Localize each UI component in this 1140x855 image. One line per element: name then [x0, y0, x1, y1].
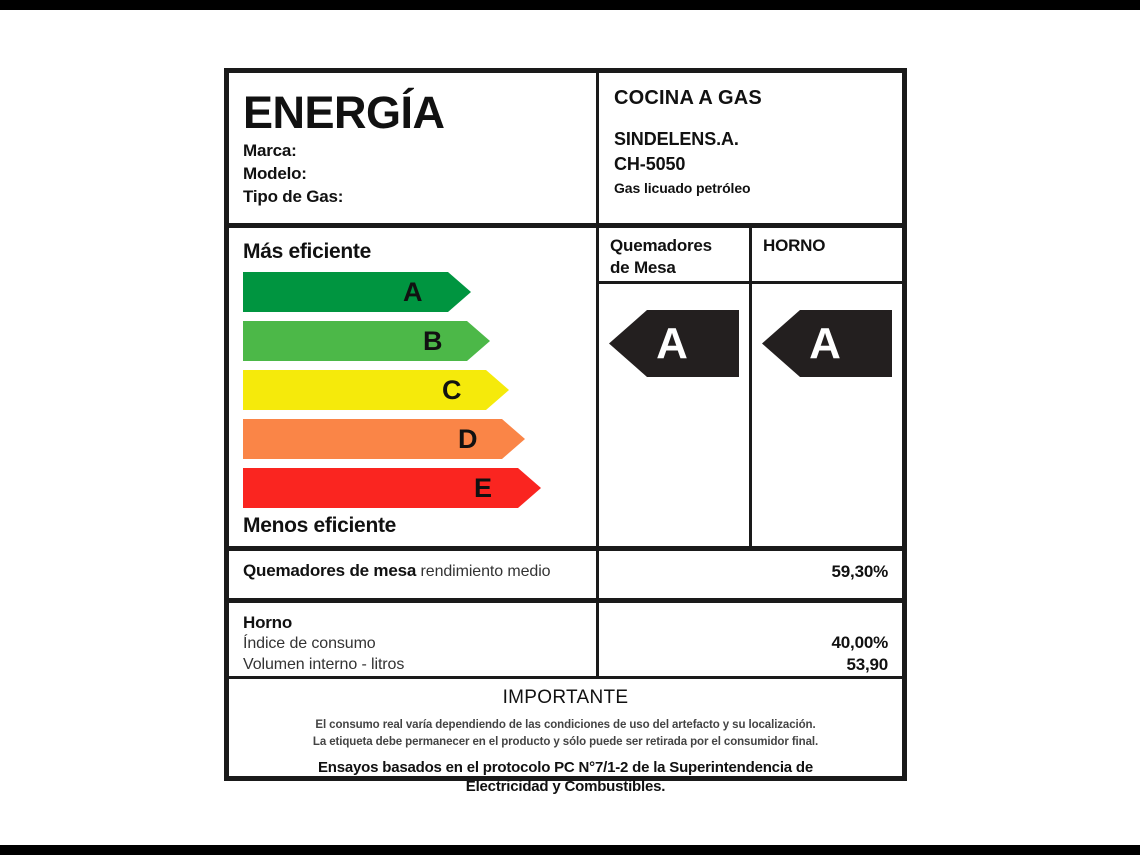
rating-arrow-oven	[762, 310, 892, 377]
bar-letter-a: A	[403, 276, 423, 307]
header-left-block: ENERGÍA Marca: Modelo: Tipo de Gas:	[229, 73, 599, 223]
rating-body-oven: A	[752, 284, 902, 546]
oven-consumption-index-label: Índice de consumo	[243, 635, 376, 652]
oven-internal-volume-value: 53,90	[846, 655, 888, 674]
efficiency-bar-list: A B C	[243, 270, 596, 511]
rating-header-oven: HORNO	[752, 228, 902, 284]
importante-heading: IMPORTANTE	[502, 687, 629, 708]
appliance-type: COCINA A GAS	[614, 87, 762, 109]
rating-column-oven: HORNO A	[752, 228, 902, 546]
oven-row-label: Horno Índice de consumo Volumen interno …	[229, 603, 599, 676]
rating-header-burners: Quemadores de Mesa	[599, 228, 749, 284]
efficiency-bar-b: B	[243, 319, 596, 364]
label-footer: IMPORTANTE El consumo real varía dependi…	[229, 679, 902, 796]
bar-shape-d	[243, 419, 525, 459]
bar-shape-e	[243, 468, 541, 508]
efficiency-bar-d: D	[243, 417, 596, 462]
letterbox-bottom-bar	[0, 845, 1140, 855]
page-title: ENERGÍA	[243, 87, 445, 138]
oven-internal-volume-label: Volumen interno - litros	[243, 656, 405, 673]
rating-header-burners-line2: de Mesa	[610, 258, 676, 277]
efficiency-bar-c: C	[243, 368, 596, 413]
least-efficient-caption: Menos eficiente	[243, 514, 397, 537]
spec-label-modelo: Modelo:	[243, 164, 307, 183]
oven-data-row: Horno Índice de consumo Volumen interno …	[229, 603, 902, 676]
divider-header-scale	[229, 223, 902, 228]
rating-column-burners: Quemadores de Mesa A	[599, 228, 752, 546]
rating-header-oven-line1: HORNO	[763, 236, 826, 255]
protocol-line-1: Ensayos basados en el protocolo PC N°7/1…	[317, 759, 814, 776]
burner-performance-row: Quemadores de mesa rendimiento medio 59,…	[229, 551, 902, 598]
oven-values: 40,00% 53,90	[599, 603, 902, 676]
divider-oven-footer	[229, 676, 902, 679]
rating-header-burners-line1: Quemadores	[610, 236, 712, 255]
burner-label-bold: Quemadores de mesa	[243, 561, 417, 580]
burner-label-normal: rendimiento medio	[420, 563, 551, 580]
divider-burner-oven	[229, 598, 902, 603]
burner-efficiency-value: 59,30%	[831, 562, 889, 581]
label-header: ENERGÍA Marca: Modelo: Tipo de Gas: COCI…	[229, 73, 902, 223]
scale-section: Más eficiente A B	[229, 228, 902, 546]
bar-letter-d: D	[458, 423, 478, 454]
bar-shape-b	[243, 321, 490, 361]
bar-shape-a	[243, 272, 471, 312]
bar-letter-e: E	[474, 472, 493, 503]
burner-row-label: Quemadores de mesa rendimiento medio	[229, 551, 599, 598]
rating-body-burners: A	[599, 284, 749, 546]
oven-consumption-index-value: 40,00%	[831, 633, 889, 652]
bar-letter-c: C	[442, 374, 462, 405]
efficiency-bar-a: A	[243, 270, 596, 315]
divider-scale-burner	[229, 546, 902, 551]
spec-label-marca: Marca:	[243, 141, 297, 160]
model-value: CH-5050	[614, 154, 686, 174]
bar-letter-b: B	[423, 325, 443, 356]
oven-title: Horno	[243, 613, 293, 632]
rating-arrow-burners	[609, 310, 739, 377]
spec-label-tipo-de-gas: Tipo de Gas:	[243, 187, 344, 206]
bar-shape-c	[243, 370, 509, 410]
protocol-line-2: Electricidad y Combustibles.	[465, 778, 666, 795]
header-right-block: COCINA A GAS SINDELENS.A. CH-5050 Gas li…	[599, 73, 902, 223]
letterbox-top-bar	[0, 0, 1140, 10]
energy-efficiency-label: ENERGÍA Marca: Modelo: Tipo de Gas: COCI…	[224, 68, 907, 795]
efficiency-scale: Más eficiente A B	[229, 228, 599, 546]
most-efficient-caption: Más eficiente	[243, 240, 371, 263]
fine-print-line-1: El consumo real varía dependiendo de las…	[315, 719, 816, 731]
fine-print-line-2: La etiqueta debe permanecer en el produc…	[312, 736, 819, 748]
efficiency-bar-e: E	[243, 466, 596, 511]
gas-type-value: Gas licuado petróleo	[614, 180, 751, 196]
protocol-note: Ensayos basados en el protocolo PC N°7/1…	[229, 758, 902, 796]
brand-value: SINDELENS.A.	[614, 129, 739, 149]
